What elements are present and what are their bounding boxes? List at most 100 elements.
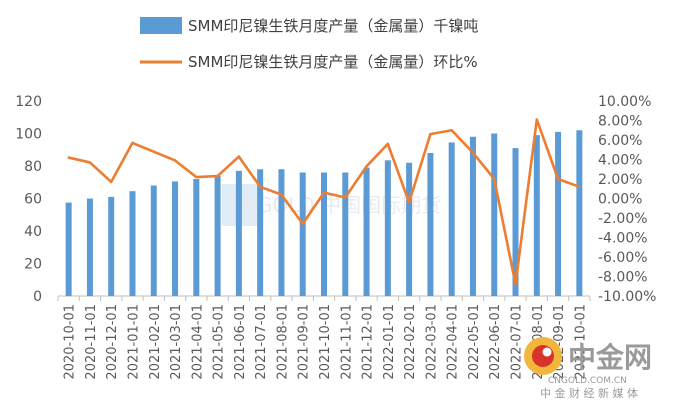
line-point (365, 165, 368, 168)
logo-icon-dot (542, 347, 552, 357)
x-tick-label: 2022-10-01 (573, 304, 588, 380)
y-left-tick-label: 60 (24, 192, 42, 208)
bar (299, 172, 306, 296)
x-tick-label: 2021-07-01 (254, 304, 269, 380)
watermark-box (222, 184, 262, 226)
x-tick-label: 2022-04-01 (446, 304, 461, 380)
bar (555, 131, 562, 296)
y-right-tick-label: -8.00% (598, 270, 648, 286)
line-point (110, 180, 113, 184)
bar (108, 196, 115, 296)
line-point (237, 155, 241, 158)
x-tick-label: 2022-01-01 (382, 304, 397, 380)
y-right-tick-label: 6.00% (598, 133, 642, 149)
legend: SMM印尼镍生铁月度产量（金属量）千镍吨 SMM印尼镍生铁月度产量（金属量）环比… (140, 17, 478, 71)
y-right-tick-label: -2.00% (598, 211, 648, 227)
y-left-tick-label: 80 (24, 159, 42, 175)
bar (214, 175, 221, 296)
x-tick-label: 2021-01-01 (126, 304, 141, 380)
line-point (131, 141, 134, 145)
legend-swatch-bar (140, 17, 182, 34)
line-point (88, 161, 92, 164)
bar (576, 130, 583, 296)
y-left-tick-label: 40 (24, 224, 42, 240)
bar (278, 169, 285, 296)
x-tick-label: 2022-05-01 (467, 304, 482, 380)
logo-url: CNGOLD.COM.CN (548, 376, 627, 386)
y-left-tick-label: 120 (15, 94, 42, 110)
y-right-tick-label: -6.00% (598, 250, 648, 266)
x-tick-label: 2021-09-01 (297, 304, 312, 380)
x-tick-label: 2021-02-01 (148, 304, 163, 380)
line-point (535, 118, 538, 121)
x-tick-label: 2020-11-01 (84, 304, 99, 380)
bar (172, 181, 179, 296)
bar (86, 198, 93, 296)
bar (235, 170, 242, 296)
line-point (301, 222, 304, 226)
x-tick-label: 2021-04-01 (190, 304, 205, 380)
line-point (216, 174, 219, 178)
y-right-tick-label: 2.00% (598, 172, 642, 188)
y-right-tick-label: 4.00% (598, 153, 642, 169)
x-tick-label: 2021-03-01 (169, 304, 184, 380)
line-point (195, 175, 198, 179)
bar (427, 153, 434, 296)
logo-icon-inner (532, 345, 554, 367)
x-tick-label: 2022-02-01 (403, 304, 418, 380)
bar (384, 160, 391, 296)
x-tick-label: 2021-12-01 (361, 304, 376, 380)
x-tick-label: 2020-10-01 (63, 304, 78, 380)
line-point (280, 193, 283, 196)
line-point (152, 150, 155, 153)
bar (491, 133, 498, 296)
bar (406, 162, 413, 296)
line-point (258, 185, 262, 188)
line-point (493, 177, 496, 181)
x-tick-label: 2022-03-01 (424, 304, 439, 380)
y-right-tick-label: 0.00% (598, 192, 642, 208)
line-point (578, 185, 581, 188)
line-point (429, 132, 432, 136)
line-point (67, 156, 70, 159)
x-tick-label: 2022-06-01 (488, 304, 503, 380)
bar (65, 202, 72, 296)
x-tick-label: 2021-08-01 (275, 304, 290, 380)
line-point (514, 283, 517, 286)
logo-watermark: 中金网 CNGOLD.COM.CN 中 金 财 经 新 媒 体 (524, 337, 652, 400)
line-point (556, 177, 560, 181)
bar (469, 136, 476, 296)
bar (257, 169, 264, 296)
bar (193, 179, 200, 296)
x-tick-label: 2020-12-01 (105, 304, 120, 380)
x-tick-label: 2021-05-01 (212, 304, 227, 380)
line-point (471, 151, 475, 154)
logo-subtext: 中 金 财 经 新 媒 体 (540, 386, 638, 400)
bar (448, 142, 455, 296)
line-point (173, 159, 177, 162)
bar (321, 172, 327, 296)
bar (129, 191, 136, 296)
y-right-tick-label: 10.00% (598, 94, 651, 110)
y-left-tick-label: 20 (24, 257, 42, 273)
legend-label-bar: SMM印尼镍生铁月度产量（金属量）千镍吨 (188, 17, 478, 35)
x-tick-label: 2021-11-01 (339, 304, 354, 380)
line-point (322, 191, 326, 194)
x-tick-label: 2021-10-01 (318, 304, 333, 380)
x-tick-label: 2021-06-01 (233, 304, 248, 380)
watermark-center-text: CNGOLD 中国国际期货 (228, 193, 441, 217)
bar (512, 148, 519, 296)
plot-area: 0 20 40 60 80 100 120 10.00% 8.00% 6.00% 4.00% 2.00… (15, 94, 656, 380)
y-left-tick-label: 0 (33, 289, 42, 305)
bar (342, 172, 349, 296)
line-point (407, 201, 411, 204)
y-right-tick-label: 8.00% (598, 114, 642, 130)
bar (533, 135, 540, 296)
legend-label-line: SMM印尼镍生铁月度产量（金属量）环比% (188, 53, 478, 71)
x-tick-label: 2022-07-01 (510, 304, 525, 380)
line-point (450, 129, 453, 132)
y-right-tick-label: -4.00% (598, 231, 648, 247)
center-watermark: CNGOLD 中国国际期货 (222, 184, 441, 226)
